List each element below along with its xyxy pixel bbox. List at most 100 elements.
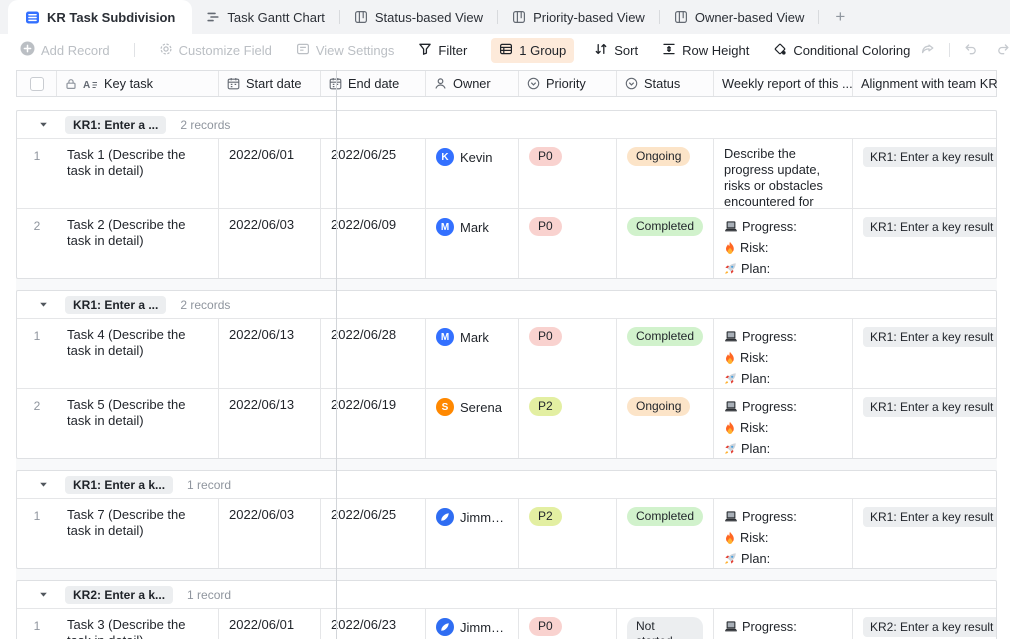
- start-date-cell[interactable]: 2022/06/13: [219, 319, 321, 388]
- undo-icon: [963, 42, 978, 59]
- alignment-kr-chip: KR2: Enter a key result: [863, 617, 996, 637]
- priority-cell[interactable]: P2: [519, 389, 617, 458]
- weekly-report-line: Progress:: [724, 326, 842, 347]
- row-number-cell[interactable]: 1: [33, 149, 41, 163]
- key-task-cell[interactable]: Task 7 (Describe the task in detail): [57, 499, 219, 568]
- status-cell[interactable]: Ongoing: [617, 389, 714, 458]
- alignment-cell[interactable]: KR1: Enter a key result: [853, 319, 996, 388]
- tab-kr-task-subdivision[interactable]: KR Task Subdivision: [8, 0, 193, 34]
- redo-button[interactable]: [987, 42, 1010, 59]
- start-date-cell[interactable]: 2022/06/03: [219, 499, 321, 568]
- alignment-cell[interactable]: KR1: Enter a key result: [853, 209, 996, 278]
- conditional-coloring-button[interactable]: Conditional Coloring: [773, 42, 910, 59]
- collapse-group-button[interactable]: [39, 297, 48, 312]
- priority-cell[interactable]: P0: [519, 319, 617, 388]
- end-date-cell[interactable]: 2022/06/19: [321, 389, 426, 458]
- tab-divider: [658, 10, 660, 24]
- row-number-cell[interactable]: 1: [33, 509, 41, 523]
- end-date-cell[interactable]: 2022/06/25: [321, 499, 426, 568]
- end-date-cell[interactable]: 2022/06/23: [321, 609, 426, 639]
- column-header-status[interactable]: Status: [617, 71, 714, 96]
- owner-cell[interactable]: M Mark: [426, 319, 519, 388]
- key-task-cell[interactable]: Task 4 (Describe the task in detail): [57, 319, 219, 388]
- alignment-cell[interactable]: KR2: Enter a key result: [853, 609, 996, 639]
- column-header-alignment-with-team-kr[interactable]: Alignment with team KR: [853, 71, 998, 96]
- row-number-cell[interactable]: 2: [33, 219, 41, 233]
- share-button[interactable]: [911, 42, 945, 59]
- key-task-cell[interactable]: Task 5 (Describe the task in detail): [57, 389, 219, 458]
- priority-cell[interactable]: P0: [519, 609, 617, 639]
- column-header-owner[interactable]: Owner: [426, 71, 519, 96]
- column-header-start-date[interactable]: Start date: [219, 71, 321, 96]
- select-all-checkbox[interactable]: [29, 76, 44, 91]
- 1-group-button[interactable]: 1 Group: [491, 37, 575, 63]
- tab-priority-based-view[interactable]: Priority-based View: [498, 0, 659, 34]
- key-task-cell[interactable]: Task 3 (Describe the task in detail): [57, 609, 219, 639]
- owner-cell[interactable]: Jimmy Wa...: [426, 499, 519, 568]
- key-task-cell[interactable]: Task 1 (Describe the task in detail): [57, 139, 219, 208]
- table-groups: KR1: Enter a ... 2 records 1 Task 1 (Descri…: [16, 110, 997, 639]
- start-date-cell[interactable]: 2022/06/13: [219, 389, 321, 458]
- status-cell[interactable]: Completed: [617, 499, 714, 568]
- weekly-report-cell[interactable]: Progress:Risk:Plan:: [714, 389, 853, 458]
- collapse-group-button[interactable]: [39, 587, 48, 602]
- laptop-icon: [724, 510, 738, 523]
- tab-owner-based-view[interactable]: Owner-based View: [660, 0, 819, 34]
- weekly-report-cell[interactable]: Progress:Risk:Plan:: [714, 499, 853, 568]
- start-date-cell[interactable]: 2022/06/01: [219, 139, 321, 208]
- priority-cell[interactable]: P0: [519, 139, 617, 208]
- start-date-cell[interactable]: 2022/06/03: [219, 209, 321, 278]
- end-date-cell[interactable]: 2022/06/28: [321, 319, 426, 388]
- add-record-button[interactable]: Add Record: [20, 41, 110, 59]
- weekly-report-cell[interactable]: Progress:Risk:Plan:: [714, 209, 853, 278]
- owner-cell[interactable]: K Kevin: [426, 139, 519, 208]
- status-cell[interactable]: Not started: [617, 609, 714, 639]
- priority-cell[interactable]: P0: [519, 209, 617, 278]
- row-number-cell[interactable]: 2: [33, 399, 41, 413]
- weekly-report-cell[interactable]: Progress:Risk:Plan:: [714, 319, 853, 388]
- weekly-report-line: Progress:: [724, 216, 842, 237]
- tab-status-based-view[interactable]: Status-based View: [340, 0, 497, 34]
- add-view-button[interactable]: +: [835, 7, 846, 26]
- end-date-cell[interactable]: 2022/06/09: [321, 209, 426, 278]
- select-all-header-cell[interactable]: [17, 71, 57, 96]
- row-number-cell[interactable]: 1: [33, 619, 41, 633]
- status-cell[interactable]: Completed: [617, 209, 714, 278]
- priority-cell[interactable]: P2: [519, 499, 617, 568]
- end-date-cell[interactable]: 2022/06/25: [321, 139, 426, 208]
- group-record-count: 1 record: [187, 477, 232, 492]
- row-height-button[interactable]: Row Height: [662, 42, 749, 59]
- weekly-report-cell[interactable]: Describe the progress update, risks or o…: [714, 139, 853, 208]
- filter-button[interactable]: Filter: [418, 42, 467, 59]
- weekly-report-cell[interactable]: Progress:Risk:Plan:: [714, 609, 853, 639]
- priority-badge: P0: [529, 147, 562, 166]
- sort-button[interactable]: Sort: [594, 42, 638, 59]
- undo-button[interactable]: [954, 42, 987, 59]
- customize-field-button[interactable]: Customize Field: [159, 42, 272, 59]
- column-header-priority[interactable]: Priority: [519, 71, 617, 96]
- owner-cell[interactable]: M Mark: [426, 209, 519, 278]
- owner-cell[interactable]: Jimmy Wa...: [426, 609, 519, 639]
- column-header-end-date[interactable]: End date: [321, 71, 426, 96]
- priority-badge: P0: [529, 217, 562, 236]
- column-header-weekly-report-of-this-[interactable]: Weekly report of this ...: [714, 71, 853, 96]
- kanban-icon: [674, 10, 688, 24]
- laptop-icon: [724, 330, 738, 343]
- owner-cell[interactable]: S Serena: [426, 389, 519, 458]
- weekly-report-line: Plan:: [724, 368, 842, 388]
- status-cell[interactable]: Ongoing: [617, 139, 714, 208]
- start-date-cell[interactable]: 2022/06/01: [219, 609, 321, 639]
- alignment-cell[interactable]: KR1: Enter a key result: [853, 389, 996, 458]
- alignment-cell[interactable]: KR1: Enter a key result: [853, 499, 996, 568]
- group-block: KR1: Enter a k... 1 record 1 Task 7 (Descri…: [16, 470, 997, 569]
- alignment-cell[interactable]: KR1: Enter a key result: [853, 139, 996, 208]
- column-header-key-task[interactable]: A Key task: [57, 71, 219, 96]
- tab-task-gantt-chart[interactable]: Task Gantt Chart: [192, 0, 339, 34]
- collapse-group-button[interactable]: [39, 117, 48, 132]
- row-number-cell[interactable]: 1: [33, 329, 41, 343]
- status-cell[interactable]: Completed: [617, 319, 714, 388]
- key-task-cell[interactable]: Task 2 (Describe the task in detail): [57, 209, 219, 278]
- collapse-group-button[interactable]: [39, 477, 48, 492]
- view-settings-button[interactable]: View Settings: [296, 42, 394, 59]
- alignment-kr-chip: KR1: Enter a key result: [863, 397, 996, 417]
